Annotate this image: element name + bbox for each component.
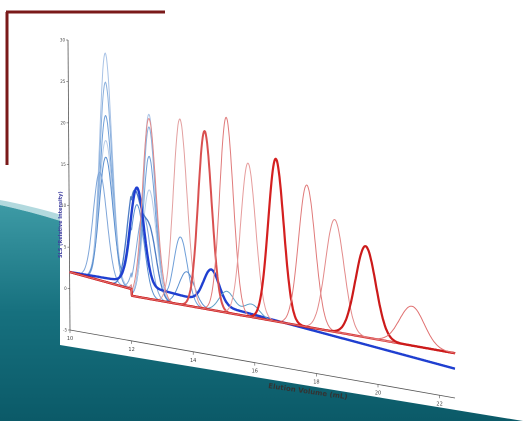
y-tick-label: 0 <box>64 286 67 291</box>
x-tick-label: 20 <box>375 390 381 396</box>
y-tick-label: 5 <box>64 245 67 250</box>
x-tick-label: 16 <box>252 369 258 375</box>
series-line <box>69 186 456 370</box>
x-tick-label: 12 <box>128 347 134 353</box>
x-tick-label: 10 <box>67 336 73 342</box>
axes: -5 0 5 10 15 20 25 30 10 12 14 16 18 20 22 <box>60 38 456 407</box>
x-tick-label: 22 <box>436 401 442 407</box>
y-axis-label: SLS (Relative Intensity) <box>58 191 64 258</box>
traces <box>69 52 456 370</box>
series-line <box>69 271 456 354</box>
y-tick-label: 25 <box>60 79 66 84</box>
y-tick-label: 20 <box>60 120 66 125</box>
y-tick-label: 15 <box>61 162 67 167</box>
x-tick-label: 18 <box>313 380 319 386</box>
x-tick-label: 14 <box>190 358 196 364</box>
y-tick-label: 10 <box>61 203 67 208</box>
y-axis-line <box>67 39 71 331</box>
chart-plate <box>60 40 523 421</box>
x-axis-line <box>69 329 456 399</box>
y-tick-label: 30 <box>60 38 66 43</box>
y-tick-label: -5 <box>63 328 67 333</box>
